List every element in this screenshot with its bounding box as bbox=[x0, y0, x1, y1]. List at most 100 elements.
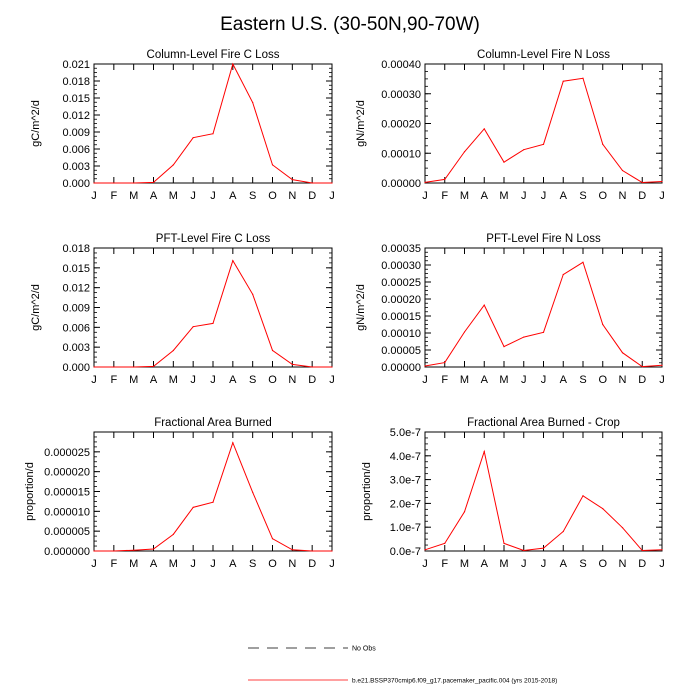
x-tick-label: D bbox=[308, 190, 316, 202]
data-point bbox=[331, 182, 333, 184]
data-point bbox=[331, 550, 333, 552]
x-tick-label: M bbox=[169, 558, 178, 570]
data-point bbox=[331, 366, 333, 368]
x-tick-label: D bbox=[308, 374, 316, 386]
data-point bbox=[152, 365, 155, 367]
x-tick-label: J bbox=[521, 190, 527, 202]
y-tick-label: 0.00030 bbox=[381, 260, 421, 272]
x-tick-label: M bbox=[129, 190, 138, 202]
x-tick-label: J bbox=[521, 374, 527, 386]
y-tick-label: 0.000005 bbox=[44, 526, 90, 538]
data-point bbox=[444, 542, 446, 544]
data-point bbox=[212, 322, 214, 324]
data-point bbox=[602, 508, 604, 510]
x-tick-label: M bbox=[499, 374, 508, 386]
x-tick-label: J bbox=[521, 558, 527, 570]
y-tick-label: 5.0e-7 bbox=[390, 427, 421, 439]
x-tick-label: N bbox=[288, 558, 296, 570]
plot-frame bbox=[424, 63, 663, 184]
data-point bbox=[192, 137, 194, 139]
y-tick-label: 0.00005 bbox=[381, 345, 421, 357]
data-point bbox=[311, 366, 313, 368]
data-point bbox=[424, 549, 426, 551]
x-tick-label: J bbox=[329, 190, 335, 202]
data-point bbox=[93, 550, 95, 552]
x-tick-label: N bbox=[288, 190, 296, 202]
data-point bbox=[483, 128, 485, 130]
data-point bbox=[291, 179, 293, 181]
y-axis-label: gN/m^2/d bbox=[355, 284, 367, 331]
legend-label: No Obs bbox=[352, 646, 376, 653]
y-tick-label: 0.000020 bbox=[44, 467, 90, 479]
y-axis-label: proportion/d bbox=[361, 462, 373, 521]
x-tick-label: S bbox=[579, 374, 586, 386]
x-tick-label: J bbox=[210, 190, 216, 202]
series-line bbox=[424, 77, 663, 184]
x-tick-label: J bbox=[210, 558, 216, 570]
x-tick-label: J bbox=[422, 374, 428, 386]
y-tick-label: 0.00025 bbox=[381, 277, 421, 289]
y-tick-label: 0.015 bbox=[62, 93, 90, 105]
legend-label: b.e21.BSSP370cmip6.f09_g17.pacemaker_pac… bbox=[352, 678, 557, 685]
x-tick-label: A bbox=[560, 190, 568, 202]
x-tick-label: A bbox=[229, 558, 237, 570]
x-tick-label: M bbox=[460, 558, 469, 570]
y-tick-label: 0.006 bbox=[62, 322, 90, 334]
data-point bbox=[152, 181, 155, 184]
x-tick-label: S bbox=[249, 558, 256, 570]
data-point bbox=[503, 161, 505, 163]
data-point bbox=[232, 63, 234, 65]
y-tick-label: 0.0e-7 bbox=[390, 546, 421, 558]
x-tick-label: A bbox=[560, 558, 568, 570]
plot-frame bbox=[93, 247, 333, 368]
x-tick-label: J bbox=[91, 190, 97, 202]
x-tick-label: M bbox=[129, 558, 138, 570]
data-point bbox=[311, 550, 313, 552]
data-point bbox=[252, 491, 254, 493]
plot-frame bbox=[93, 63, 333, 184]
y-tick-label: 0.000010 bbox=[44, 506, 90, 518]
x-tick-label: J bbox=[541, 190, 547, 202]
data-point bbox=[444, 361, 446, 364]
chart-title: Column-Level Fire C Loss bbox=[147, 49, 280, 61]
x-tick-label: D bbox=[638, 190, 646, 202]
x-tick-label: J bbox=[659, 558, 665, 570]
x-tick-label: N bbox=[619, 558, 627, 570]
data-point bbox=[523, 549, 525, 552]
x-tick-label: N bbox=[619, 374, 627, 386]
x-tick-label: S bbox=[579, 190, 586, 202]
y-tick-label: 0.00000 bbox=[381, 178, 421, 190]
data-point bbox=[463, 511, 466, 513]
plot-frame bbox=[93, 431, 333, 552]
x-tick-label: A bbox=[481, 558, 489, 570]
x-tick-label: J bbox=[329, 374, 335, 386]
y-axis-label: gC/m^2/d bbox=[30, 100, 42, 147]
y-tick-label: 0.003 bbox=[62, 342, 90, 354]
data-point bbox=[93, 182, 95, 184]
y-tick-label: 2.0e-7 bbox=[390, 498, 421, 510]
x-tick-label: A bbox=[150, 558, 158, 570]
x-tick-label: F bbox=[441, 190, 448, 202]
x-tick-label: J bbox=[91, 374, 97, 386]
y-tick-label: 0.00030 bbox=[381, 89, 421, 101]
x-tick-label: A bbox=[481, 190, 489, 202]
x-tick-label: J bbox=[659, 190, 665, 202]
y-tick-label: 0.015 bbox=[62, 263, 90, 275]
x-tick-label: A bbox=[229, 374, 237, 386]
data-point bbox=[602, 323, 604, 326]
y-tick-label: 4.0e-7 bbox=[390, 451, 421, 463]
x-tick-label: M bbox=[169, 190, 178, 202]
data-point bbox=[463, 331, 466, 333]
data-point bbox=[192, 506, 194, 508]
x-tick-label: J bbox=[190, 374, 196, 386]
data-point bbox=[252, 101, 254, 104]
x-tick-label: J bbox=[329, 558, 335, 570]
data-point bbox=[483, 450, 485, 453]
x-tick-label: J bbox=[91, 558, 97, 570]
x-tick-label: J bbox=[190, 558, 196, 570]
y-tick-label: 0.00010 bbox=[381, 148, 421, 160]
y-tick-label: 0.009 bbox=[62, 127, 90, 139]
chart-title: Column-Level Fire N Loss bbox=[477, 49, 610, 61]
y-tick-label: 0.012 bbox=[62, 283, 90, 295]
